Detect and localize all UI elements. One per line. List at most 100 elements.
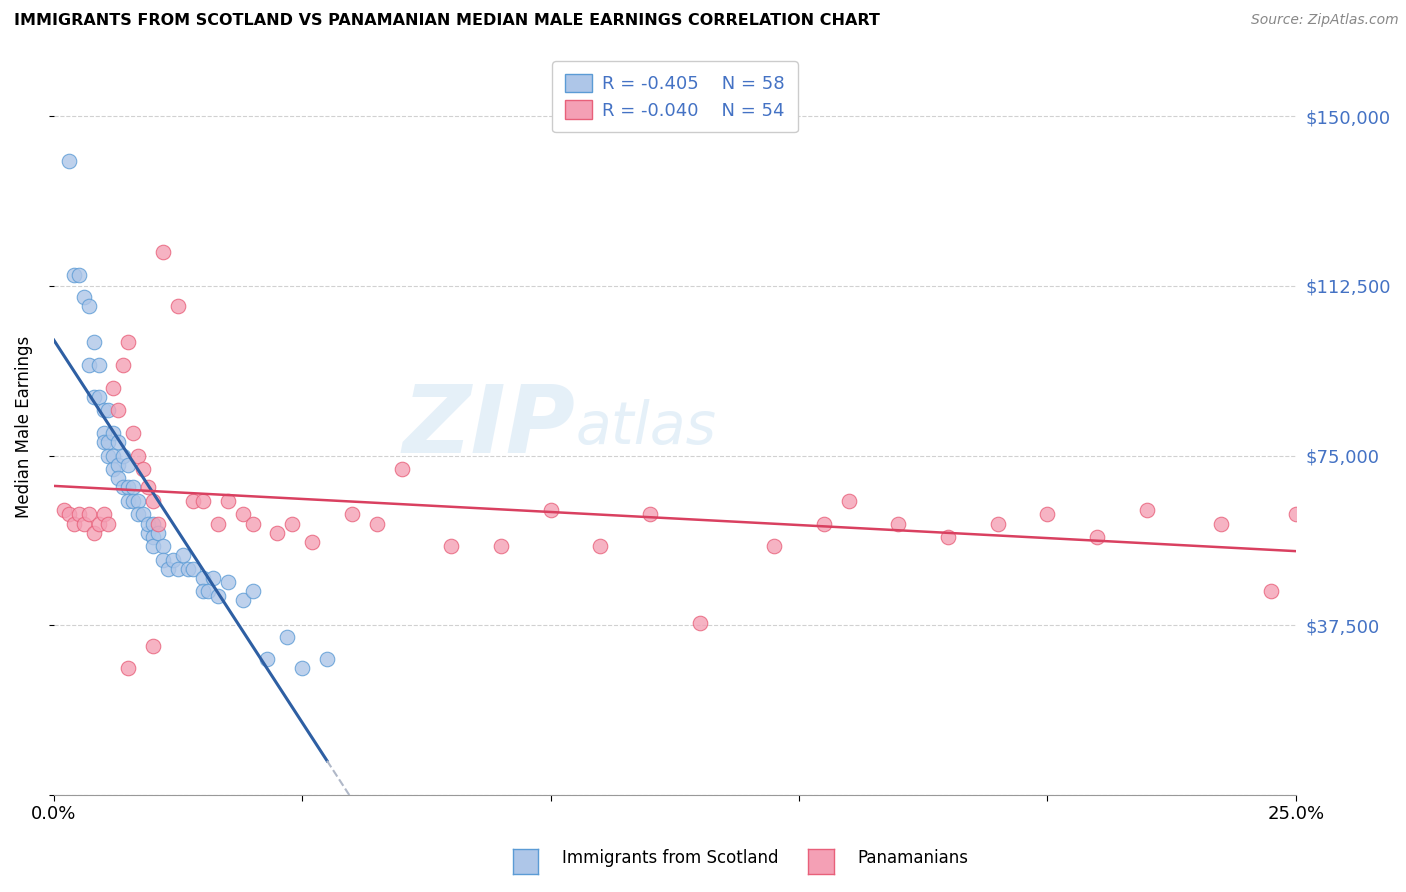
Point	[107, 435, 129, 450]
Point	[77, 358, 100, 372]
Point	[103, 381, 125, 395]
Point	[107, 458, 129, 472]
Point	[291, 661, 314, 675]
Point	[440, 539, 463, 553]
Point	[107, 471, 129, 485]
Point	[197, 584, 219, 599]
Point	[72, 516, 94, 531]
Point	[146, 516, 169, 531]
Point	[191, 494, 214, 508]
Point	[1036, 508, 1059, 522]
Point	[77, 508, 100, 522]
Point	[127, 449, 149, 463]
Point	[1211, 516, 1233, 531]
Point	[83, 525, 105, 540]
Point	[256, 652, 278, 666]
Text: Immigrants from Scotland: Immigrants from Scotland	[562, 849, 779, 867]
Text: Panamanians: Panamanians	[858, 849, 969, 867]
Point	[117, 458, 139, 472]
Point	[103, 425, 125, 440]
Point	[152, 244, 174, 259]
Point	[127, 508, 149, 522]
Point	[191, 584, 214, 599]
Point	[489, 539, 512, 553]
Point	[142, 639, 165, 653]
Text: IMMIGRANTS FROM SCOTLAND VS PANAMANIAN MEDIAN MALE EARNINGS CORRELATION CHART: IMMIGRANTS FROM SCOTLAND VS PANAMANIAN M…	[14, 13, 880, 29]
Point	[93, 403, 115, 417]
Text: atlas: atlas	[575, 399, 717, 456]
Point	[167, 562, 190, 576]
Point	[1136, 503, 1159, 517]
Point	[72, 290, 94, 304]
Point	[117, 335, 139, 350]
Point	[1260, 584, 1282, 599]
Point	[127, 494, 149, 508]
Point	[152, 539, 174, 553]
Point	[142, 516, 165, 531]
Point	[366, 516, 388, 531]
Point	[201, 571, 224, 585]
Point	[112, 480, 135, 494]
Point	[838, 494, 860, 508]
Point	[181, 494, 204, 508]
Point	[1085, 530, 1108, 544]
Point	[242, 584, 264, 599]
Point	[58, 508, 80, 522]
Point	[136, 525, 159, 540]
Point	[936, 530, 959, 544]
Point	[763, 539, 786, 553]
Text: Source: ZipAtlas.com: Source: ZipAtlas.com	[1251, 13, 1399, 28]
Point	[83, 335, 105, 350]
Point	[87, 390, 110, 404]
Point	[172, 548, 194, 562]
Point	[540, 503, 562, 517]
Point	[93, 425, 115, 440]
Point	[207, 516, 229, 531]
Point	[1285, 508, 1308, 522]
Text: ZIP: ZIP	[402, 382, 575, 474]
Point	[112, 449, 135, 463]
Point	[232, 593, 254, 607]
Y-axis label: Median Male Earnings: Median Male Earnings	[15, 336, 32, 518]
Point	[77, 299, 100, 313]
Point	[142, 494, 165, 508]
Point	[266, 525, 288, 540]
Point	[122, 494, 145, 508]
Point	[117, 661, 139, 675]
Point	[340, 508, 363, 522]
Point	[146, 525, 169, 540]
Point	[167, 299, 190, 313]
Point	[142, 539, 165, 553]
Point	[103, 462, 125, 476]
Point	[162, 552, 184, 566]
Point	[58, 154, 80, 169]
Point	[689, 616, 711, 631]
Point	[589, 539, 612, 553]
Point	[83, 390, 105, 404]
Point	[136, 516, 159, 531]
Point	[191, 571, 214, 585]
Point	[87, 358, 110, 372]
Point	[152, 552, 174, 566]
Point	[112, 358, 135, 372]
Legend: R = -0.405    N = 58, R = -0.040    N = 54: R = -0.405 N = 58, R = -0.040 N = 54	[553, 62, 797, 133]
Point	[132, 508, 155, 522]
Point	[638, 508, 661, 522]
Point	[987, 516, 1010, 531]
Point	[157, 562, 180, 576]
Point	[316, 652, 339, 666]
Point	[117, 480, 139, 494]
Point	[62, 268, 84, 282]
Point	[301, 534, 323, 549]
Point	[97, 449, 120, 463]
Point	[136, 480, 159, 494]
Point	[52, 503, 75, 517]
Point	[281, 516, 304, 531]
Point	[97, 435, 120, 450]
Point	[67, 268, 90, 282]
Point	[217, 575, 239, 590]
Point	[276, 630, 298, 644]
Point	[93, 508, 115, 522]
Point	[181, 562, 204, 576]
Point	[97, 516, 120, 531]
